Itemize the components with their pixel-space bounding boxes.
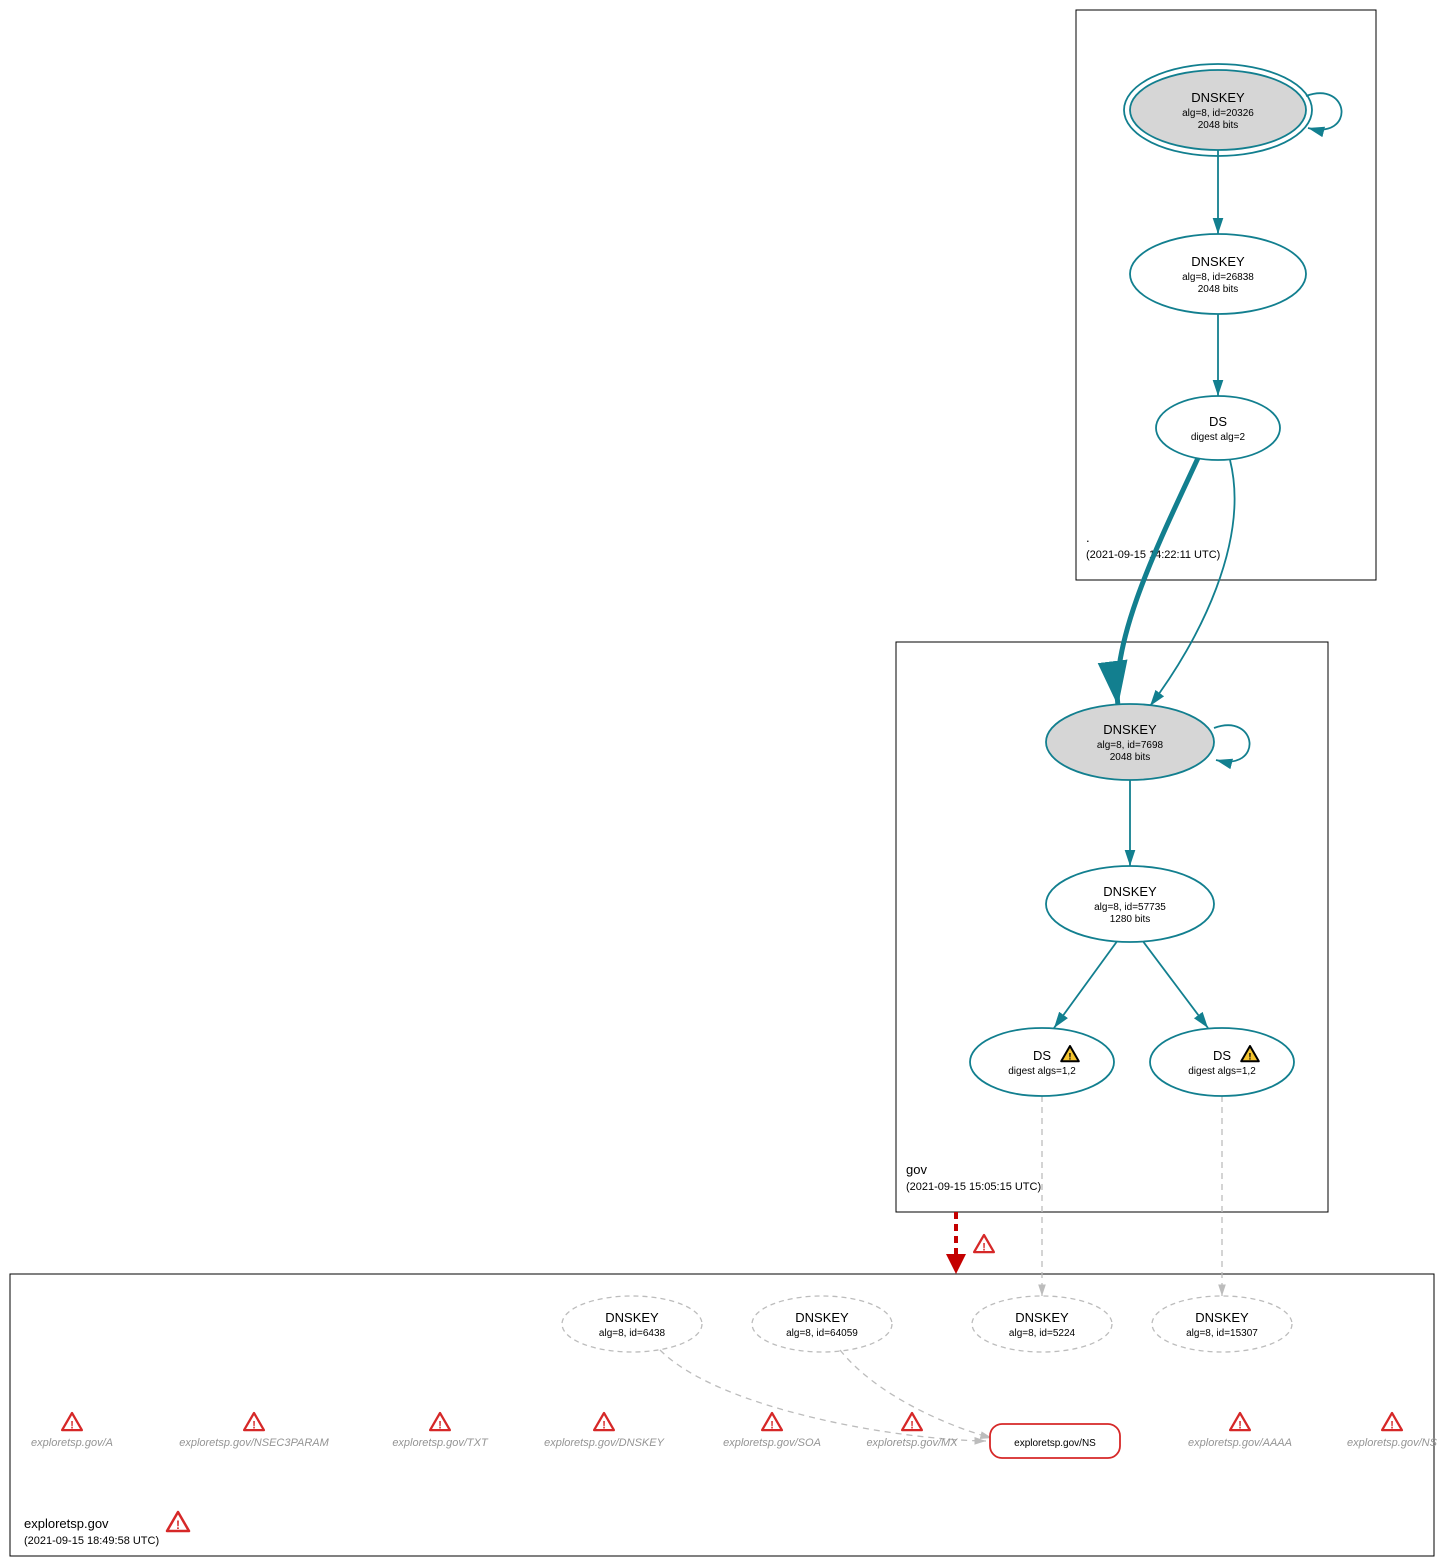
zone-timestamp-gov: (2021-09-15 15:05:15 UTC) [906,1181,1041,1193]
svg-text:!: ! [252,1419,256,1431]
svg-text:!: ! [1068,1052,1071,1063]
node-gov_zsk: DNSKEY alg=8, id=577351280 bits [1046,866,1214,942]
record-label: exploretsp.gov/TXT [392,1437,489,1449]
svg-text:digest algs=1,2: digest algs=1,2 [1188,1066,1256,1077]
record-label: exploretsp.gov/AAAA [1188,1437,1292,1449]
record-label: exploretsp.gov/NS [1347,1437,1438,1449]
svg-text:2048 bits: 2048 bits [1198,284,1239,295]
zone-label-gov: gov [906,1162,927,1177]
svg-text:!: ! [70,1419,74,1431]
svg-text:DNSKEY: DNSKEY [605,1310,659,1325]
record-label: exploretsp.gov/MX [866,1437,958,1449]
svg-text:!: ! [910,1419,914,1431]
node-gov_ds1: DS digest algs=1,2 [970,1028,1114,1096]
svg-text:!: ! [602,1419,606,1431]
zone-label-domain: exploretsp.gov [24,1516,109,1531]
record-label: exploretsp.gov/NSEC3PARAM [179,1437,329,1449]
node-gov_ksk: DNSKEY alg=8, id=76982048 bits [1046,704,1214,780]
svg-text:!: ! [770,1419,774,1431]
svg-text:alg=8, id=6438: alg=8, id=6438 [599,1328,666,1339]
svg-text:!: ! [176,1518,180,1532]
node-dk_6438: DNSKEY alg=8, id=6438 [562,1296,702,1352]
svg-text:DNSKEY: DNSKEY [1103,884,1157,899]
svg-text:2048 bits: 2048 bits [1110,752,1151,763]
svg-text:!: ! [438,1419,442,1431]
svg-text:alg=8, id=64059: alg=8, id=64059 [786,1328,858,1339]
zone-label-root: . [1086,530,1090,545]
svg-text:DNSKEY: DNSKEY [1103,722,1157,737]
record-label: exploretsp.gov/SOA [723,1437,821,1449]
svg-text:alg=8, id=15307: alg=8, id=15307 [1186,1328,1258,1339]
node-dk_64059: DNSKEY alg=8, id=64059 [752,1296,892,1352]
svg-text:!: ! [1390,1419,1394,1431]
svg-text:alg=8, id=26838: alg=8, id=26838 [1182,272,1254,283]
svg-text:DS: DS [1209,414,1227,429]
svg-text:exploretsp.gov/NS: exploretsp.gov/NS [1014,1438,1096,1449]
dnssec-diagram: .(2021-09-15 14:22:11 UTC)gov(2021-09-15… [0,0,1448,1558]
node-dk_15307: DNSKEY alg=8, id=15307 [1152,1296,1292,1352]
svg-text:!: ! [982,1241,986,1253]
svg-text:DNSKEY: DNSKEY [795,1310,849,1325]
svg-text:alg=8, id=7698: alg=8, id=7698 [1097,740,1164,751]
svg-text:DNSKEY: DNSKEY [1191,90,1245,105]
svg-text:alg=8, id=20326: alg=8, id=20326 [1182,108,1254,119]
svg-text:DS: DS [1213,1048,1231,1063]
node-dk_5224: DNSKEY alg=8, id=5224 [972,1296,1112,1352]
svg-text:!: ! [1248,1052,1251,1063]
node-root_ds: DS digest alg=2 [1156,396,1280,460]
svg-text:DNSKEY: DNSKEY [1015,1310,1069,1325]
record-label: exploretsp.gov/DNSKEY [544,1437,664,1449]
svg-text:DS: DS [1033,1048,1051,1063]
svg-text:alg=8, id=5224: alg=8, id=5224 [1009,1328,1076,1339]
svg-text:!: ! [1238,1419,1242,1431]
svg-text:DNSKEY: DNSKEY [1195,1310,1249,1325]
svg-text:alg=8, id=57735: alg=8, id=57735 [1094,902,1166,913]
svg-text:digest algs=1,2: digest algs=1,2 [1008,1066,1076,1077]
svg-text:1280 bits: 1280 bits [1110,914,1151,925]
node-root_ksk: DNSKEY alg=8, id=203262048 bits [1124,64,1312,156]
svg-text:2048 bits: 2048 bits [1198,120,1239,131]
zone-timestamp-domain: (2021-09-15 18:49:58 UTC) [24,1535,159,1547]
node-root_zsk: DNSKEY alg=8, id=268382048 bits [1130,234,1306,314]
record-label: exploretsp.gov/A [31,1437,113,1449]
node-gov_ds2: DS digest algs=1,2 [1150,1028,1294,1096]
svg-text:DNSKEY: DNSKEY [1191,254,1245,269]
svg-text:digest alg=2: digest alg=2 [1191,432,1246,443]
